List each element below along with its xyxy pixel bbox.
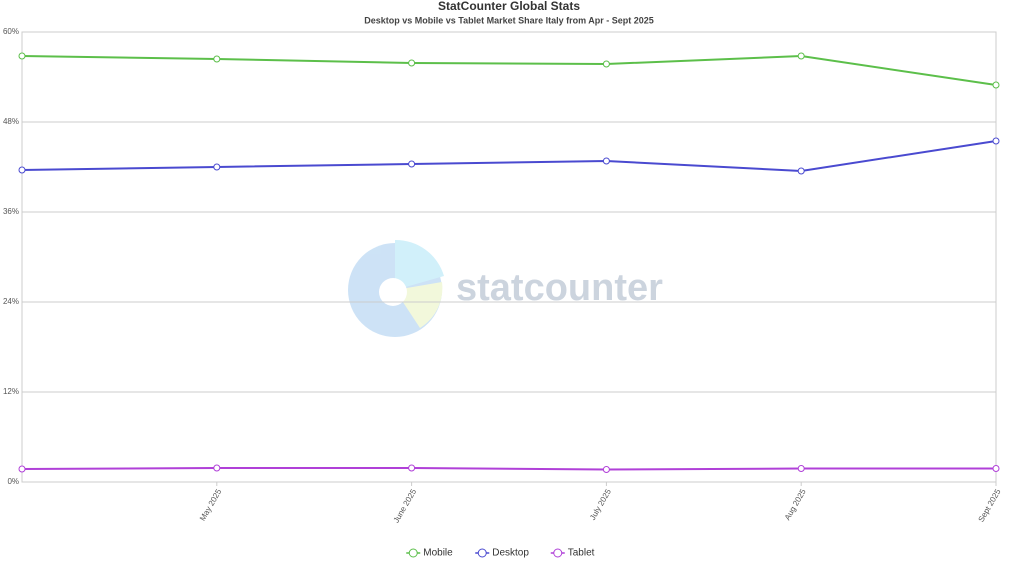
data-point xyxy=(992,465,1000,472)
chart-subtitle: Desktop vs Mobile vs Tablet Market Share… xyxy=(364,15,654,25)
logo-hole xyxy=(379,278,407,306)
watermark: statcounter xyxy=(456,267,663,309)
legend-label: Tablet xyxy=(568,548,595,559)
y-tick-label: 0% xyxy=(7,477,19,486)
data-point xyxy=(992,137,1000,145)
data-point xyxy=(408,464,416,472)
data-point xyxy=(18,465,26,473)
legend-marker xyxy=(477,548,487,558)
y-tick-label: 36% xyxy=(3,207,19,216)
data-point xyxy=(797,167,805,175)
legend-item: Mobile xyxy=(406,548,453,559)
data-point xyxy=(213,464,221,472)
data-point xyxy=(602,60,610,68)
plot-frame xyxy=(21,31,997,483)
legend-item: Tablet xyxy=(550,548,595,559)
x-tick-label: May 2025 xyxy=(198,487,224,522)
watermark-logo: statcounter xyxy=(348,239,663,337)
legend-marker xyxy=(553,548,563,558)
x-tick-label: Sept 2025 xyxy=(977,487,1003,524)
chart-title: StatCounter Global Stats xyxy=(438,0,580,13)
legend-label: Mobile xyxy=(423,548,453,559)
data-point xyxy=(18,52,26,60)
series-line xyxy=(21,139,997,172)
x-tick-label: July 2025 xyxy=(588,487,613,522)
data-point xyxy=(602,157,610,165)
data-point xyxy=(797,52,805,60)
y-tick-label: 24% xyxy=(3,297,19,306)
y-tick-label: 48% xyxy=(3,117,19,126)
y-tick-label: 60% xyxy=(3,27,19,36)
x-tick-label: Aug 2025 xyxy=(783,487,808,522)
series-line xyxy=(21,54,997,87)
data-point xyxy=(408,59,416,67)
data-point xyxy=(213,163,221,171)
series-line xyxy=(21,466,996,471)
data-point xyxy=(992,81,1000,89)
legend-marker xyxy=(408,548,418,558)
data-point xyxy=(213,55,221,63)
y-tick-label: 12% xyxy=(3,387,19,396)
data-point xyxy=(602,465,610,473)
legend-item: Desktop xyxy=(475,548,529,559)
logo-wedge xyxy=(395,239,444,290)
x-tick-label: June 2025 xyxy=(392,487,419,524)
data-point xyxy=(18,166,26,174)
data-point xyxy=(797,465,805,472)
legend-label: Desktop xyxy=(492,548,529,559)
data-point xyxy=(408,160,416,168)
